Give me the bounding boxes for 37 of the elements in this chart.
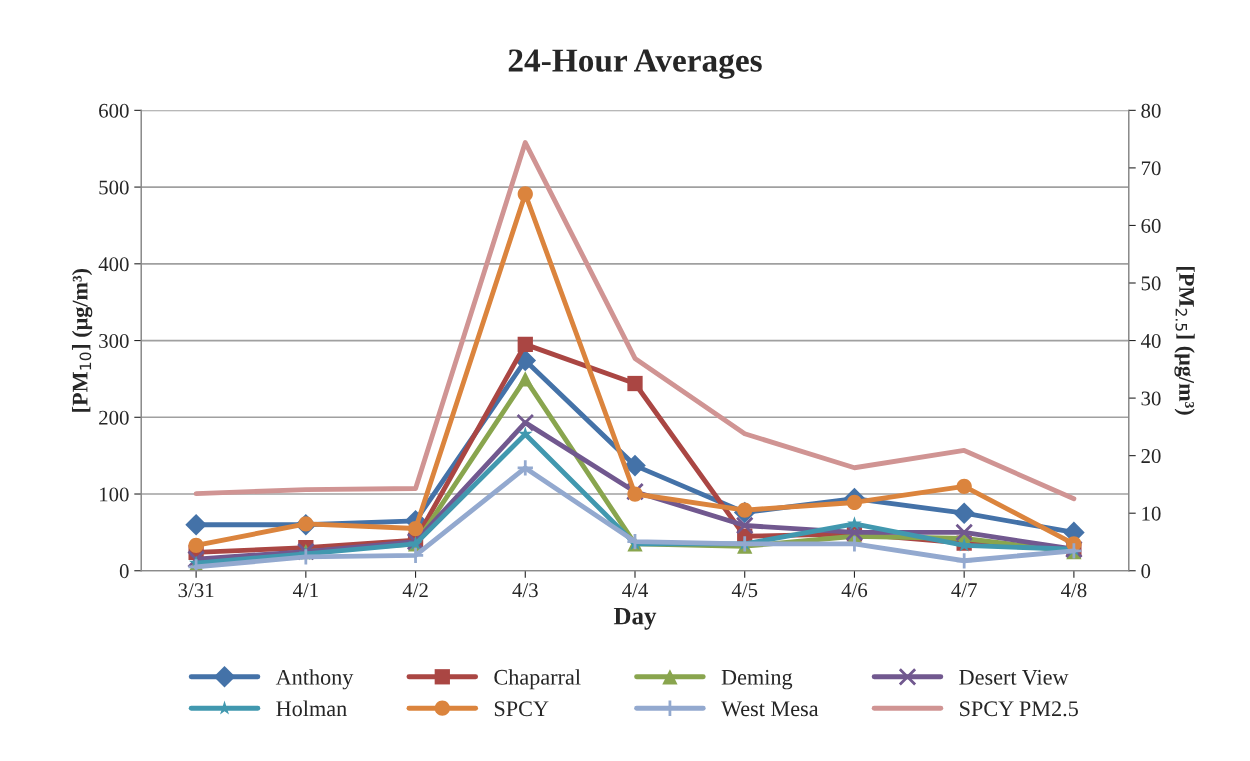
chart-title: 24-Hour Averages bbox=[508, 49, 762, 79]
y2-tick-label: 20 bbox=[1141, 449, 1161, 464]
x-tick-label: 4/3 bbox=[512, 583, 538, 598]
legend-label: Holman bbox=[276, 700, 347, 717]
legend-label: West Mesa bbox=[721, 701, 819, 717]
legend-label: SPCY PM2.5 bbox=[960, 701, 1078, 717]
y-tick-label: 600 bbox=[99, 103, 129, 118]
y2-axis-title: [PM$_{2.5}$] (μg/m³) bbox=[1174, 266, 1195, 415]
legend-label: Anthony bbox=[275, 669, 354, 690]
y-tick-label: 300 bbox=[99, 333, 129, 348]
y-axis-title: [PM$_{10}$] (μg/m³) bbox=[71, 268, 93, 412]
legend-label: Chaparral bbox=[494, 669, 581, 690]
x-tick-label: 3/31 bbox=[178, 583, 214, 598]
x-tick-label: 4/5 bbox=[731, 583, 758, 598]
x-tick-label: 4/8 bbox=[1060, 583, 1087, 598]
y2-tick-label: 0 bbox=[1141, 564, 1151, 579]
x-axis-title: Day bbox=[613, 607, 657, 630]
x-tick-label: 4/1 bbox=[292, 583, 318, 598]
y-tick-label: 400 bbox=[98, 257, 129, 272]
y2-tick-label: 80 bbox=[1141, 103, 1161, 118]
y2-tick-label: 10 bbox=[1142, 506, 1161, 521]
y2-tick-label: 50 bbox=[1141, 276, 1161, 291]
legend-label: Desert View bbox=[959, 669, 1069, 685]
y-tick-label: 100 bbox=[100, 487, 129, 502]
y-tick-label: 500 bbox=[99, 180, 129, 195]
x-tick-label: 4/6 bbox=[841, 583, 868, 598]
y2-tick-label: 70 bbox=[1141, 161, 1161, 176]
x-tick-label: 4/2 bbox=[402, 583, 428, 598]
y2-tick-label: 30 bbox=[1141, 391, 1161, 406]
y-tick-label: 200 bbox=[99, 410, 129, 425]
x-tick-label: 4/4 bbox=[622, 583, 648, 598]
y2-tick-label: 60 bbox=[1141, 218, 1161, 233]
x-tick-label: 4/7 bbox=[951, 583, 977, 598]
y-tick-label: 0 bbox=[119, 564, 129, 579]
legend-label: Deming bbox=[721, 669, 793, 690]
legend-label: SPCY bbox=[494, 701, 549, 717]
y2-tick-label: 40 bbox=[1140, 333, 1161, 348]
